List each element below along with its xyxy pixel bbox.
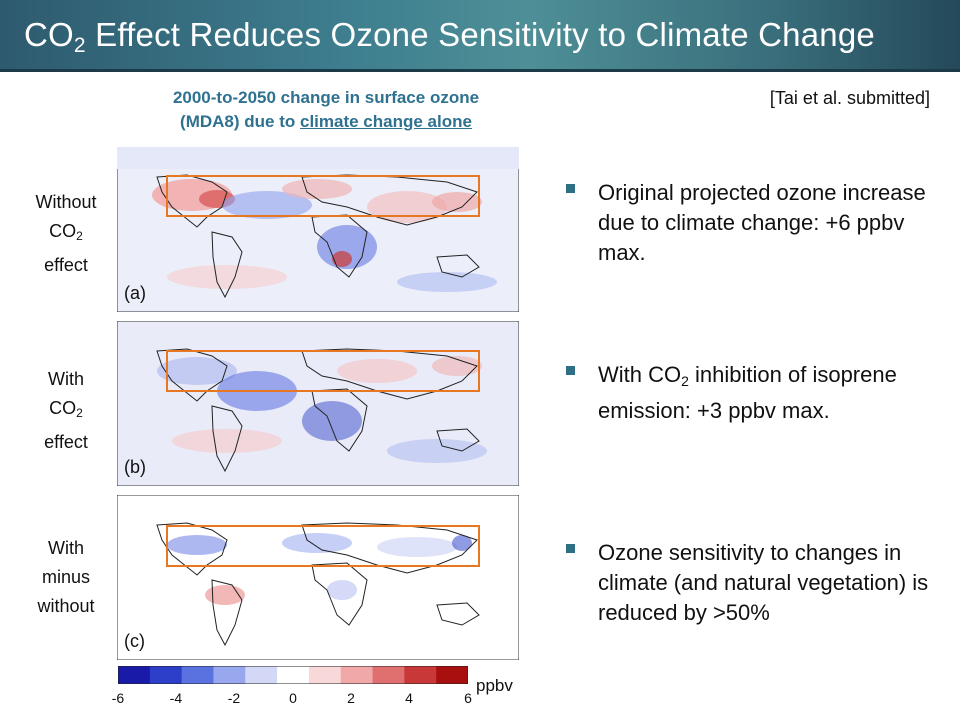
colorbar-tick: 6 <box>464 690 472 706</box>
panel-letter-c: (c) <box>124 631 145 651</box>
colorbar-cell <box>181 666 214 684</box>
bullet-square-icon <box>566 184 575 193</box>
colorbar-cell <box>404 666 437 684</box>
colorbar-tick: 4 <box>405 690 413 706</box>
row-label-difference: With minus without <box>37 538 95 616</box>
map-panel-b <box>117 321 519 486</box>
colorbar-unit: ppbv <box>476 676 513 695</box>
bullet-item: Original projected ozone increase due to… <box>566 178 936 268</box>
colorbar-tick: 0 <box>289 690 297 706</box>
colorbar-cell <box>340 666 374 684</box>
colorbar-cell <box>436 666 468 684</box>
map-panel-a <box>117 147 519 312</box>
bullet-square-icon <box>566 366 575 375</box>
slide-title: CO2 Effect Reduces Ozone Sensitivity to … <box>24 16 875 57</box>
bullet-item: With CO2 inhibition of isoprene emission… <box>566 360 936 426</box>
citation: [Tai et al. submitted] <box>769 88 930 108</box>
colorbar-cell <box>118 666 151 684</box>
colorbar-cell <box>213 666 246 684</box>
title-bar: CO2 Effect Reduces Ozone Sensitivity to … <box>0 0 960 72</box>
colorbar-cell <box>277 666 310 684</box>
row-label-with: With CO2 effect <box>44 369 88 452</box>
colorbar-cell <box>372 666 405 684</box>
colorbar-cell <box>308 666 342 684</box>
row-label-without: Without CO2 effect <box>35 192 97 275</box>
colorbar-tick: -4 <box>169 690 183 706</box>
panel-letter-a: (a) <box>124 283 146 303</box>
colorbar-cell <box>149 666 183 684</box>
colorbar-tick: -6 <box>111 690 125 706</box>
colorbar-cells <box>118 666 468 684</box>
colorbar <box>118 666 468 684</box>
colorbar-tick: 2 <box>347 690 355 706</box>
colorbar-cell <box>245 666 278 684</box>
map-panel-c <box>117 495 519 660</box>
panel-letter-b: (b) <box>124 457 146 477</box>
figure-subtitle: 2000-to-2050 change in surface ozone (MD… <box>172 88 480 131</box>
bullet-square-icon <box>566 544 575 553</box>
colorbar-tick: -2 <box>227 690 241 706</box>
bullet-item: Ozone sensitivity to changes in climate … <box>566 538 936 628</box>
